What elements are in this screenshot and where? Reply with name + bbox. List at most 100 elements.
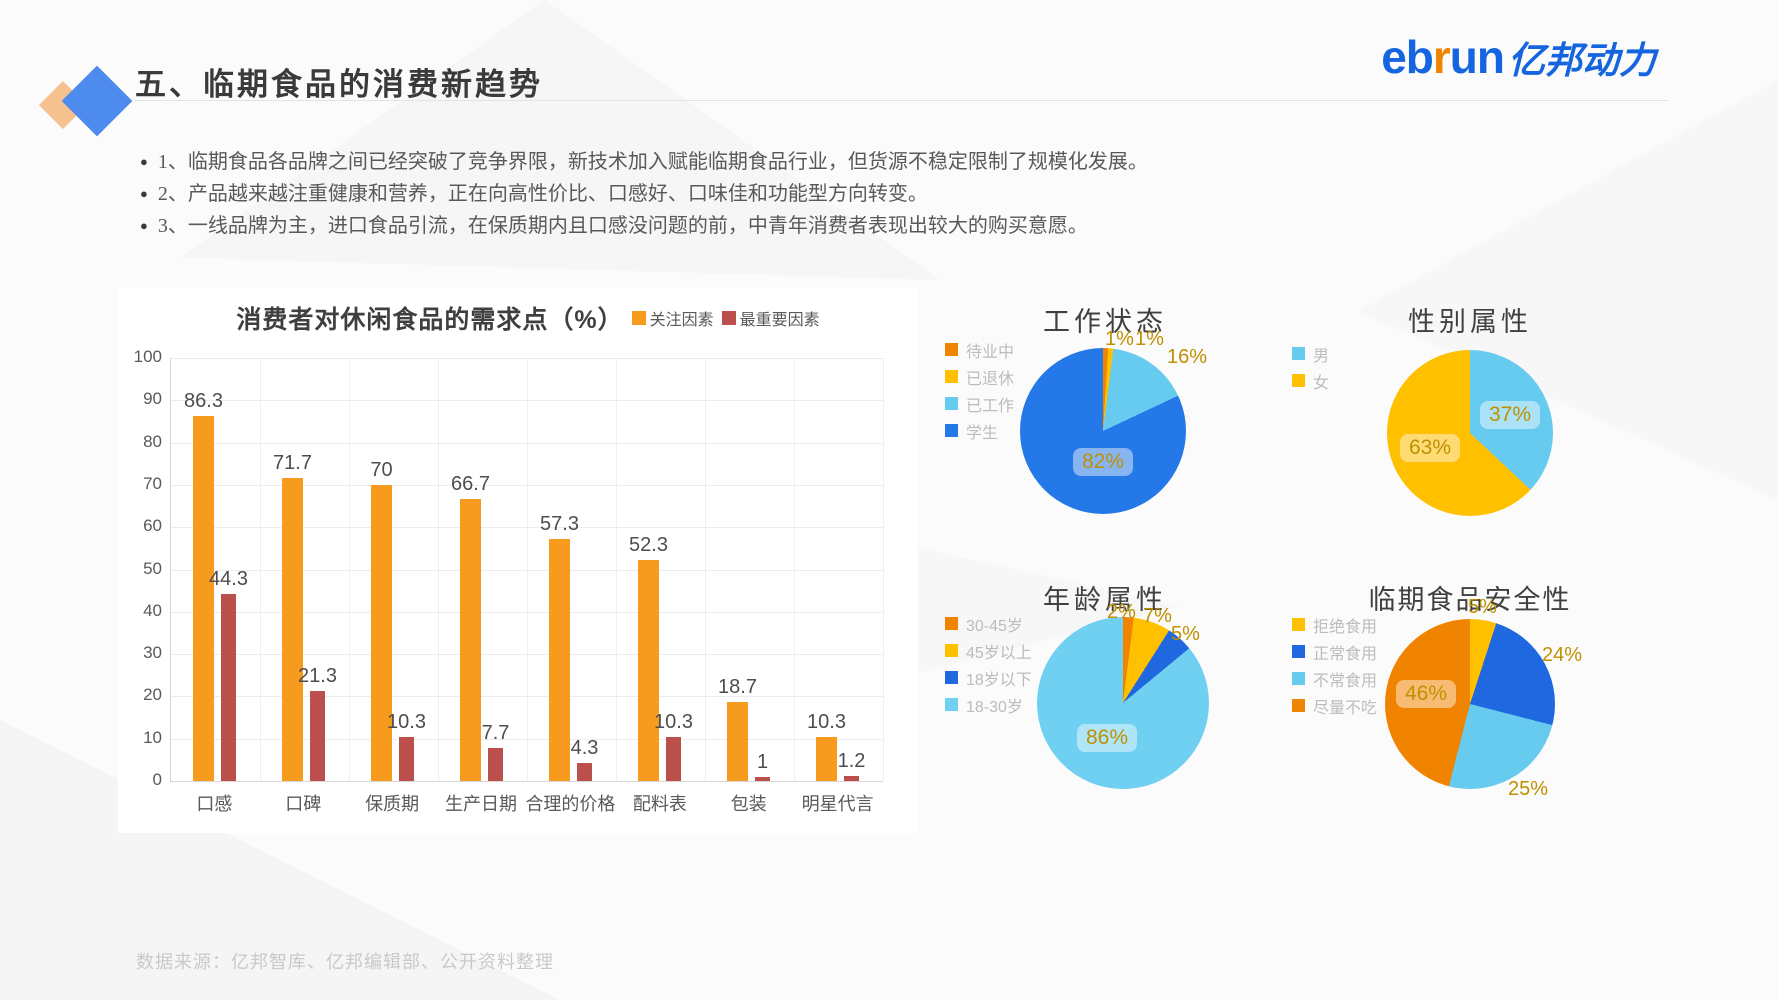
x-axis-label: 生产日期 (445, 794, 517, 814)
bar-value-label: 18.7 (718, 675, 757, 698)
pie-chart-gender: 性别属性 男女 37% 63% (1270, 298, 1650, 553)
pie-chart-age: 年龄属性 30-45岁 45岁以上 18岁以下 18-30岁 2% 7% 5% 86% (905, 558, 1285, 813)
pie-title: 性别属性 (1408, 307, 1532, 337)
bar-value-label: 66.7 (451, 472, 490, 495)
pie-percent-label: 46% (1396, 680, 1457, 708)
pie-title: 年龄属性 (1043, 585, 1167, 615)
legend-label: 学生 (966, 424, 999, 442)
bar-group: 71.7 21.3 (259, 358, 348, 781)
pie-percent-label: 1% (1105, 328, 1134, 350)
pie-percent-label: 82% (1073, 448, 1134, 476)
bar-chart-panel: 消费者对休闲食品的需求点（%） 关注因素 最重要因素 86.3 44.3 71.7 2… (118, 288, 918, 833)
pie-percent-label: 24% (1542, 644, 1583, 666)
pie-percent-label: 7% (1143, 605, 1172, 627)
legend-item: 关注因素 (631, 306, 714, 330)
bar: 1.2 (838, 750, 865, 781)
gridline-vertical (883, 358, 884, 781)
bar-value-label: 10.3 (654, 711, 693, 734)
legend-swatch (945, 617, 958, 630)
legend-item: 45岁以上 (945, 637, 1032, 664)
gridline-vertical (794, 358, 795, 781)
pie-percent-label: 63% (1400, 434, 1461, 462)
legend-label: 不常食用 (1313, 672, 1378, 690)
y-tick-label: 70 (143, 473, 162, 493)
legend-label: 拒绝食用 (1313, 618, 1378, 636)
legend-swatch (1292, 347, 1305, 360)
x-axis-label: 合理的价格 (525, 794, 616, 814)
bar: 10.3 (387, 711, 426, 781)
legend-item: 不常食用 (1292, 665, 1377, 692)
diamond-decoration-blue (61, 65, 133, 137)
legend-label: 30-45岁 (966, 617, 1023, 635)
bar-value-label: 57.3 (540, 512, 579, 535)
pie (1385, 619, 1555, 789)
legend-item: 已工作 (945, 390, 1014, 417)
bar: 7.7 (482, 722, 509, 781)
legend-swatch (631, 311, 646, 325)
pie (1020, 348, 1186, 514)
y-tick-label: 50 (143, 558, 162, 578)
bar: 10.3 (654, 711, 693, 781)
bar: 18.7 (718, 676, 757, 781)
pie-chart-work-status: 工作状态 待业中 已退休 已工作 学生 1% 1% 16% 82% (905, 298, 1285, 553)
x-axis-label: 配料表 (632, 794, 687, 814)
legend-label: 正常食用 (1313, 645, 1378, 663)
bar-group: 10.3 1.2 (793, 358, 882, 781)
bar-group: 18.7 1 (704, 358, 793, 781)
pie-percent-label: 5% (1468, 596, 1497, 618)
legend-item: 男 (1292, 340, 1329, 367)
bar-value-label: 1.2 (837, 749, 866, 772)
y-tick-label: 100 (133, 347, 162, 366)
bar-value-label: 7.7 (481, 722, 510, 745)
bar-value-label: 86.3 (184, 389, 223, 412)
gridline-vertical (527, 358, 528, 781)
pie-legend: 男女 (1292, 340, 1329, 394)
legend-label: 45岁以上 (966, 644, 1032, 662)
bar-group: 86.3 44.3 (170, 358, 259, 781)
legend-item: 已退休 (945, 363, 1014, 390)
bar: 57.3 (540, 513, 579, 781)
y-tick-label: 30 (143, 643, 162, 663)
bar-value-label: 21.3 (298, 664, 337, 687)
legend-label: 关注因素 (649, 312, 714, 329)
legend-swatch (945, 397, 958, 410)
y-tick-label: 90 (143, 389, 162, 409)
legend-label: 已工作 (966, 397, 1015, 415)
legend-item: 30-45岁 (945, 610, 1032, 637)
pie-percent-label: 5% (1171, 623, 1200, 645)
bar-group: 57.3 4.3 (526, 358, 615, 781)
y-tick-label: 40 (143, 600, 162, 620)
bar: 44.3 (209, 568, 248, 781)
pie-percent-label: 86% (1077, 724, 1138, 752)
legend-item: 最重要因素 (721, 306, 820, 330)
y-tick-label: 0 (152, 770, 162, 789)
bar: 86.3 (184, 390, 223, 781)
bar: 4.3 (571, 737, 598, 781)
bullet-item: 3、一线品牌为主，进口食品引流，在保质期内且口感没问题的前，中青年消费者表现出较… (140, 210, 1148, 242)
legend-swatch (1292, 645, 1305, 658)
y-tick-label: 60 (143, 516, 162, 536)
legend-swatch (1292, 672, 1305, 685)
legend-item: 18-30岁 (945, 691, 1032, 718)
legend-label: 待业中 (966, 343, 1015, 361)
legend-label: 18-30岁 (966, 698, 1023, 716)
legend-item: 学生 (945, 417, 1014, 444)
pie-legend: 拒绝食用正常食用不常食用尽量不吃 (1292, 611, 1377, 719)
pie-percent-label: 37% (1480, 401, 1541, 429)
bar-x-labels: 口感 口碑 保质期 生产日期 合理的价格 配料表 包装 明星代言 (170, 790, 882, 816)
bullet-list: 1、临期食品各品牌之间已经突破了竞争界限，新技术加入赋能临期食品行业，但货源不稳… (140, 146, 1148, 242)
bullet-item: 1、临期食品各品牌之间已经突破了竞争界限，新技术加入赋能临期食品行业，但货源不稳… (140, 146, 1148, 178)
legend-swatch (1292, 618, 1305, 631)
data-source-note: 数据来源：亿邦智库、亿邦编辑部、公开资料整理 (136, 952, 554, 972)
legend-item: 尽量不吃 (1292, 692, 1377, 719)
bar: 70 (370, 459, 393, 781)
logo-r-accent: r (1432, 31, 1451, 83)
pie (1387, 350, 1553, 516)
bar-value-label: 52.3 (629, 533, 668, 556)
y-tick-label: 10 (143, 727, 162, 747)
header-divider (135, 100, 1668, 101)
bar: 21.3 (298, 665, 337, 781)
gridline-vertical (349, 358, 350, 781)
bar: 66.7 (451, 473, 490, 781)
